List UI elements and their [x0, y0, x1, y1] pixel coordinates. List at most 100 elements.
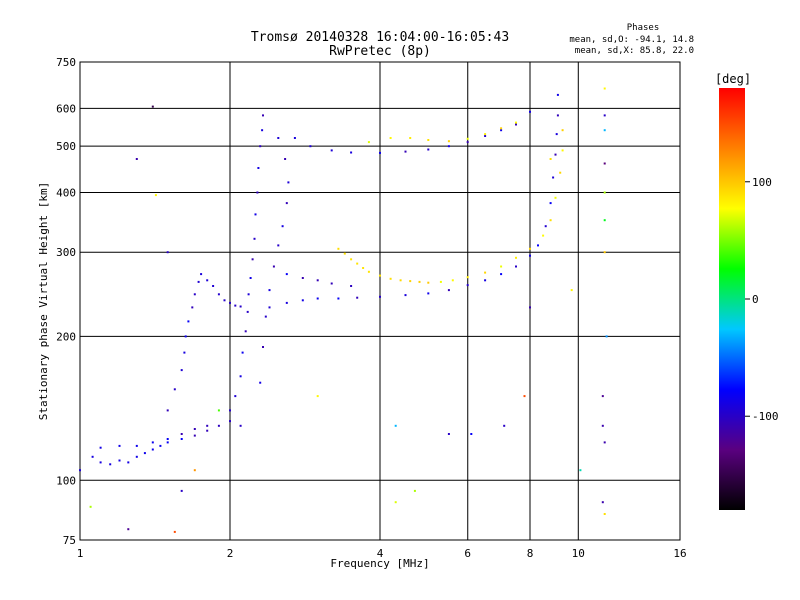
data-point [249, 277, 252, 279]
data-point [379, 151, 381, 154]
data-point [603, 513, 606, 515]
data-point [257, 167, 260, 169]
data-point [259, 145, 262, 148]
data-point [447, 289, 450, 292]
data-point [277, 244, 280, 247]
data-point [262, 114, 264, 117]
data-point [180, 438, 183, 440]
data-point [193, 428, 196, 430]
phases-mean-o: mean, sd,O: -94.1, 14.8 [569, 35, 694, 45]
data-point [466, 137, 469, 140]
chart-title: Tromsø 20140328 16:04:00-16:05:43 [251, 30, 509, 45]
data-point [447, 140, 450, 143]
x-tick-label: 16 [673, 547, 686, 560]
data-point [166, 251, 169, 254]
y-tick-label: 75 [63, 534, 76, 547]
y-tick-label: 400 [56, 186, 76, 199]
data-point [330, 149, 333, 152]
data-point [89, 505, 92, 508]
data-point [570, 289, 573, 292]
data-point [556, 93, 559, 96]
data-point [529, 254, 531, 257]
data-point [285, 301, 288, 304]
data-point [151, 105, 154, 108]
x-tick-label: 8 [527, 547, 534, 560]
data-point [350, 285, 353, 287]
data-point [466, 284, 469, 287]
data-point [316, 395, 319, 398]
chart-subtitle: RwPretec (8p) [329, 44, 431, 59]
data-point [173, 530, 176, 533]
data-point [484, 279, 487, 282]
data-point [447, 433, 450, 435]
y-tick-label: 500 [56, 140, 76, 153]
data-point [127, 528, 130, 531]
data-point [379, 274, 381, 277]
data-point [127, 461, 130, 464]
data-point [529, 247, 531, 250]
data-point [309, 145, 312, 148]
data-point [234, 304, 237, 307]
data-point [394, 501, 397, 504]
data-point [281, 225, 284, 228]
data-point [264, 315, 267, 318]
data-point [183, 351, 186, 354]
data-point [287, 181, 290, 184]
data-point [484, 135, 487, 137]
data-point [206, 424, 209, 427]
data-point [151, 448, 154, 451]
data-point [166, 441, 169, 444]
x-tick-label: 4 [377, 547, 384, 560]
data-point [367, 270, 370, 273]
data-point [470, 433, 473, 435]
data-point [515, 265, 517, 268]
colorbar [719, 88, 745, 510]
data-point [427, 281, 430, 284]
data-point [549, 202, 552, 205]
data-point [579, 469, 582, 472]
data-point [554, 153, 557, 156]
data-point [362, 267, 365, 269]
data-point [330, 282, 333, 285]
data-point [549, 219, 552, 222]
data-point [261, 129, 264, 132]
x-axis-ticks: 1 2 4 6 8 10 16 [77, 547, 687, 560]
data-point [293, 137, 296, 139]
data-point [603, 251, 606, 254]
data-point [285, 273, 288, 276]
data-point [554, 196, 557, 199]
data-point [601, 424, 604, 427]
data-point [118, 444, 121, 447]
data-point [367, 141, 370, 144]
data-point [285, 202, 288, 205]
data-point [559, 171, 562, 174]
data-point [537, 244, 539, 247]
data-point [187, 320, 190, 323]
data-point [206, 429, 209, 432]
colorbar-tick-label: 100 [752, 176, 772, 189]
data-point [217, 409, 220, 412]
data-point [603, 129, 606, 132]
data-point [356, 296, 359, 299]
data-point [118, 459, 121, 462]
data-point [523, 395, 526, 398]
data-point [284, 158, 287, 160]
data-point [254, 213, 257, 216]
data-point [601, 501, 604, 504]
data-point [301, 299, 304, 302]
data-point [99, 446, 102, 449]
phases-heading: Phases [627, 23, 660, 33]
data-point [418, 280, 421, 283]
data-point [200, 273, 203, 276]
data-point [277, 137, 280, 139]
data-point [262, 346, 264, 348]
data-point [466, 276, 469, 279]
y-tick-label: 750 [56, 56, 76, 69]
data-point [193, 434, 196, 437]
data-point [500, 273, 503, 276]
data-point [466, 141, 469, 144]
data-point [603, 87, 606, 90]
data-point [409, 280, 412, 283]
data-point [603, 191, 606, 194]
x-axis-label: Frequency [MHz] [330, 557, 429, 570]
